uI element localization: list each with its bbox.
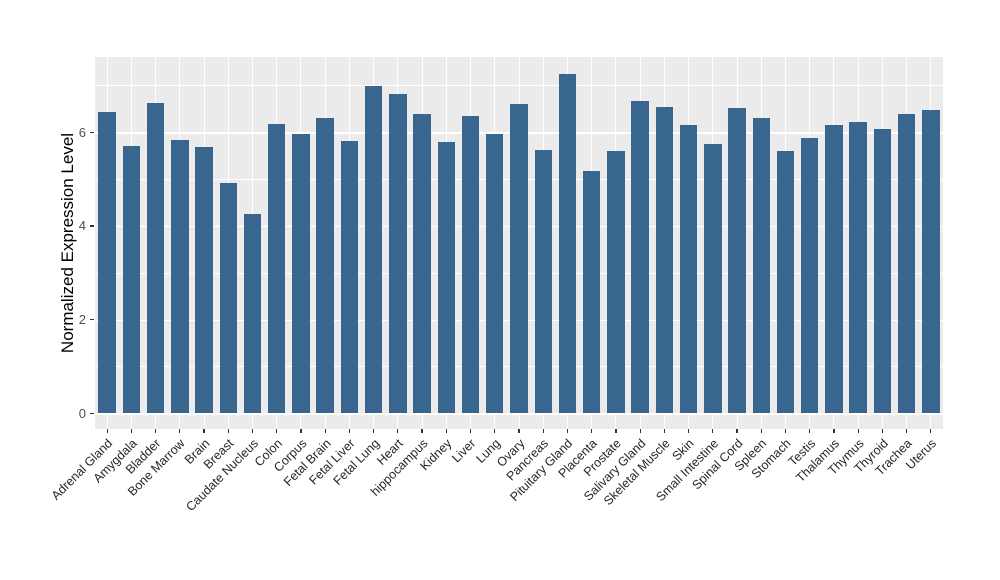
bar-uterus <box>922 109 940 414</box>
bar-hippocampus <box>413 114 431 414</box>
bar-kidney <box>437 142 456 414</box>
bar-prostate <box>607 151 625 414</box>
x-tick-mark-salivary-gland <box>639 429 641 433</box>
x-tick-mark-adrenal-gland <box>106 429 108 433</box>
bar-placenta <box>582 171 601 414</box>
bar-skeletal-muscle <box>655 107 674 414</box>
plot-area <box>95 57 943 429</box>
y-axis-tick-labels: 0 2 4 6 <box>50 0 86 580</box>
bar-bladder <box>146 102 165 414</box>
bar-heart <box>389 93 407 414</box>
y-tick-label-2: 2 <box>78 312 86 328</box>
bar-amygdala <box>122 145 141 414</box>
x-axis-tick-labels: Adrenal Gland Amygdala Bladder Bone Marrow B… <box>49 436 943 557</box>
x-tick-mark-colon <box>276 429 278 433</box>
bar-pituitary-gland <box>558 73 577 414</box>
y-tick-label-0: 0 <box>78 405 86 421</box>
x-tick-mark-corpus <box>300 429 302 433</box>
bar-thalamus <box>825 124 843 414</box>
bar-caudate-nucleus <box>243 213 262 414</box>
bar-spinal-cord <box>728 107 746 414</box>
bar-salivary-gland <box>631 100 649 414</box>
x-tick-mark-liver <box>469 429 472 433</box>
x-tick-mark-amygdala <box>130 429 132 433</box>
x-tick-mark-skeletal-muscle <box>663 429 665 433</box>
bar-adrenal-gland <box>98 111 116 414</box>
x-tick-mark-fetal-brain <box>324 429 326 433</box>
y-tick-mark-2 <box>90 319 94 321</box>
bar-corpus <box>292 134 310 414</box>
x-tick-mark-thalamus <box>833 429 835 433</box>
y-tick-label-4: 4 <box>78 218 86 234</box>
bar-bone-marrow <box>171 140 189 414</box>
y-tick-label-6: 6 <box>78 124 86 140</box>
x-tick-mark-uterus <box>930 429 932 433</box>
bar-lung <box>486 134 504 414</box>
x-tick-mark-pancreas <box>542 429 544 433</box>
x-tick-mark-thymus <box>857 429 859 433</box>
x-tick-mark-spinal-cord <box>736 429 738 433</box>
x-tick-label-liver: Liver <box>449 436 479 466</box>
x-tick-mark-testis <box>809 429 811 433</box>
x-tick-mark-bladder <box>154 429 157 433</box>
bar-stomach <box>776 150 795 414</box>
y-tick-mark-4 <box>90 225 94 227</box>
bar-thymus <box>849 121 867 414</box>
x-tick-mark-kidney <box>445 429 447 433</box>
bar-ovary <box>510 103 528 414</box>
bar-brain <box>195 147 213 414</box>
bar-testis <box>801 138 819 414</box>
y-tick-mark-0 <box>90 412 94 414</box>
x-tick-mark-hippocampus <box>421 429 423 433</box>
x-tick-mark-trachea <box>906 429 908 433</box>
x-tick-mark-fetal-lung <box>373 429 375 433</box>
x-tick-mark-bone-marrow <box>179 429 181 433</box>
x-tick-mark-small-intestine <box>712 429 714 433</box>
x-tick-mark-prostate <box>615 429 617 433</box>
x-tick-mark-lung <box>494 429 496 433</box>
bar-fetal-lung <box>364 85 383 414</box>
x-tick-mark-ovary <box>518 429 520 433</box>
bar-pancreas <box>534 150 552 414</box>
bar-thyroid <box>873 129 892 414</box>
x-tick-mark-heart <box>397 429 399 433</box>
x-tick-mark-placenta <box>591 429 593 433</box>
y-tick-mark-6 <box>90 131 94 133</box>
x-tick-mark-caudate-nucleus <box>251 429 254 433</box>
bar-colon <box>267 123 286 414</box>
x-tick-mark-fetal-liver <box>348 429 350 433</box>
x-tick-mark-breast <box>227 429 229 433</box>
bar-spleen <box>752 118 770 414</box>
bar-trachea <box>897 114 916 414</box>
bar-fetal-liver <box>340 141 359 414</box>
x-tick-mark-brain <box>203 429 205 433</box>
bar-skin <box>679 124 698 414</box>
x-tick-mark-thyroid <box>881 429 884 433</box>
x-tick-mark-pituitary-gland <box>566 429 569 433</box>
x-tick-mark-skin <box>688 429 690 433</box>
bar-small-intestine <box>704 144 722 414</box>
x-tick-mark-spleen <box>760 429 762 433</box>
bar-breast <box>219 183 237 414</box>
bar-liver <box>461 116 480 414</box>
x-tick-mark-stomach <box>784 429 787 433</box>
bar-fetal-brain <box>316 117 334 414</box>
